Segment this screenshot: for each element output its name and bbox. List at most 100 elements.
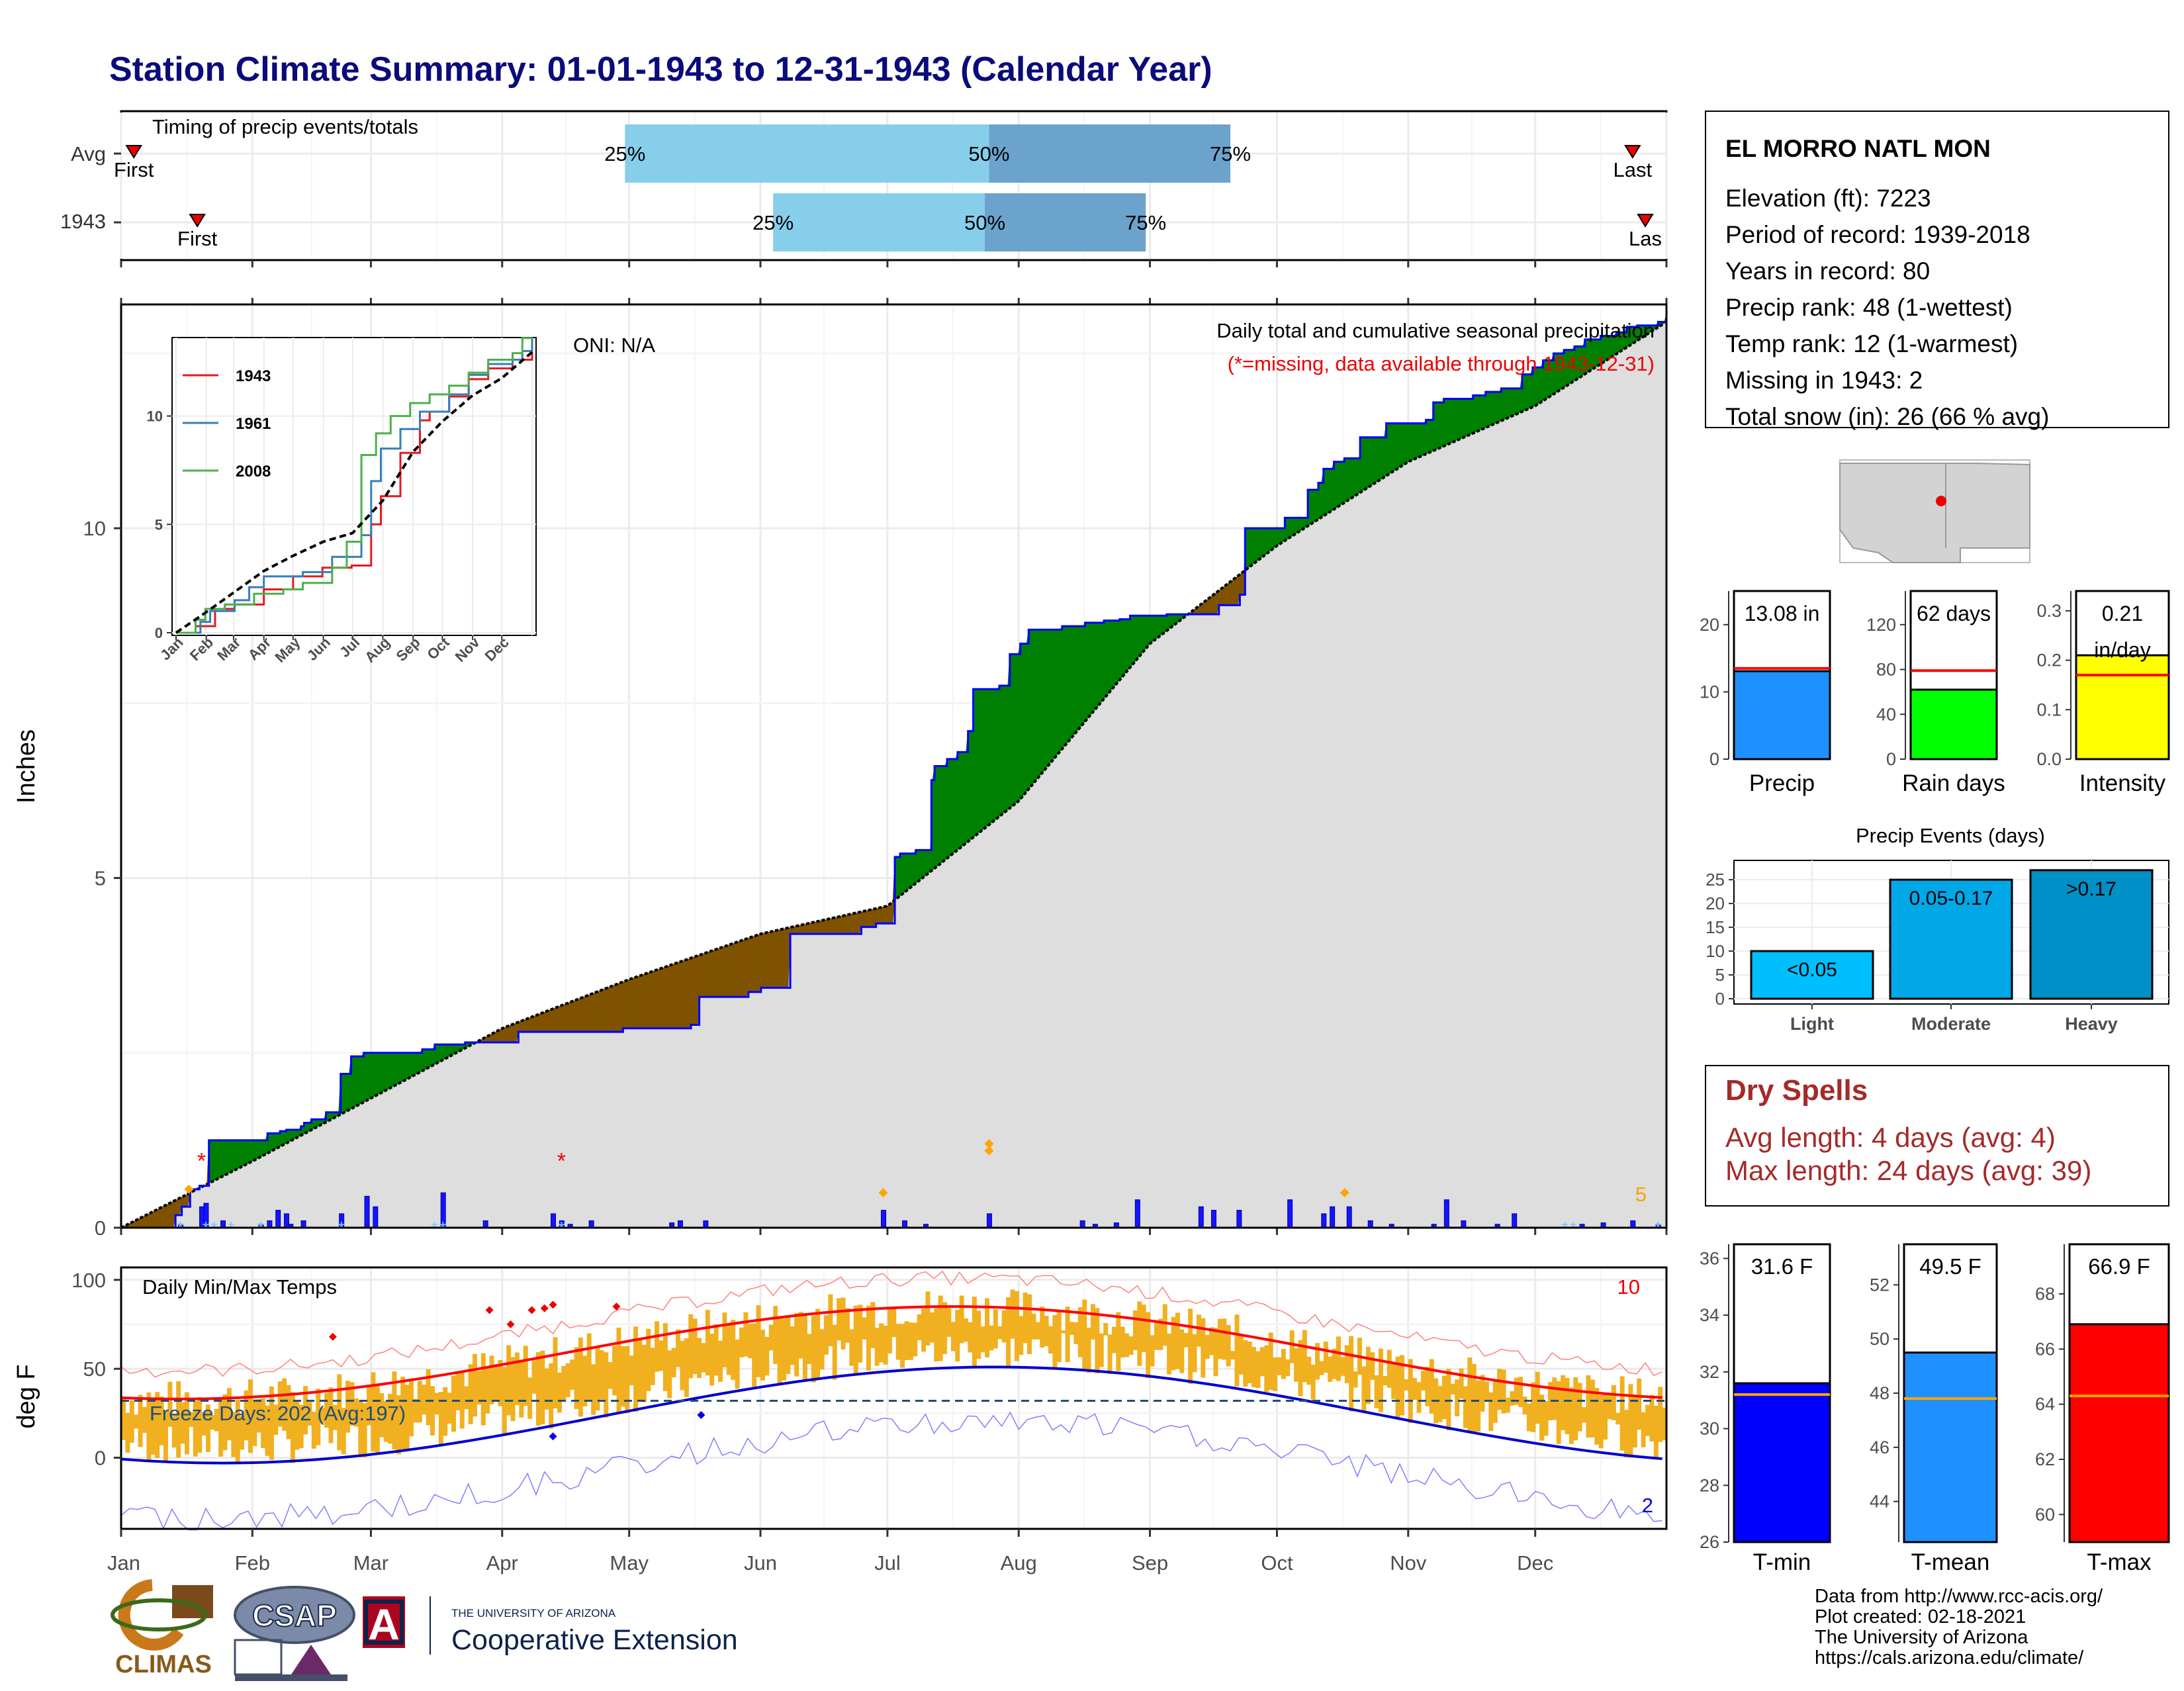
precip-below-avg-area xyxy=(750,936,753,993)
ua-big-text: Cooperative Extension xyxy=(451,1624,738,1656)
daily-temp-range-bar xyxy=(392,1371,397,1450)
daily-temp-range-bar xyxy=(705,1310,710,1376)
precip-above-avg-area xyxy=(1365,437,1368,490)
tgauge-ytick-label: 34 xyxy=(1700,1305,1719,1325)
month-axis-label: Oct xyxy=(1261,1551,1293,1575)
precip-above-avg-area xyxy=(1528,374,1531,410)
precip-above-avg-area xyxy=(1394,423,1397,471)
precip-below-avg-area xyxy=(528,1017,531,1032)
precip-above-avg-area xyxy=(976,688,979,836)
daily-temp-range-bar xyxy=(586,1333,592,1400)
month-axis-label: Jun xyxy=(744,1551,777,1575)
precip-above-avg-area xyxy=(1388,423,1391,475)
last-event-marker xyxy=(1637,214,1654,228)
precip-above-avg-area xyxy=(346,1074,349,1112)
daily-temp-range-bar xyxy=(1518,1377,1524,1407)
precip-below-avg-area xyxy=(1242,571,1245,595)
precip-below-avg-area xyxy=(637,975,640,1029)
daily-temp-range-bar xyxy=(1332,1348,1337,1379)
daily-temp-range-bar xyxy=(1077,1307,1083,1357)
precip-below-avg-area xyxy=(185,1193,189,1207)
daily-temp-range-bar xyxy=(1310,1364,1316,1400)
event-bar-label: >0.17 xyxy=(2066,878,2116,900)
daily-temp-range-bar xyxy=(388,1394,393,1444)
precip-above-avg-area xyxy=(1001,685,1004,815)
daily-temp-range-bar xyxy=(989,1325,994,1351)
precip-above-avg-area xyxy=(924,850,927,878)
precip-below-avg-area xyxy=(700,954,703,997)
daily-temp-range-bar xyxy=(595,1348,600,1411)
daily-temp-range-bar xyxy=(1082,1299,1087,1369)
precip-below-avg-area xyxy=(514,1023,517,1043)
precip-above-avg-area xyxy=(1484,391,1487,429)
precip-above-avg-area xyxy=(951,758,954,856)
precip-above-avg-area xyxy=(367,1052,371,1101)
tgauge-ytick-label: 50 xyxy=(1870,1329,1889,1349)
logos: CLIMAS CSAP A THE UNIVERSITY OF ARIZONA … xyxy=(111,1579,738,1681)
daily-temp-range-bar xyxy=(764,1336,770,1376)
precip-below-avg-area xyxy=(647,972,651,1029)
daily-precip-bar xyxy=(551,1213,557,1228)
precip-below-avg-area xyxy=(510,1024,513,1043)
daily-temp-range-bar xyxy=(1146,1312,1151,1379)
inset-ytick-label: 10 xyxy=(147,408,163,425)
precip-below-avg-area xyxy=(861,911,864,927)
precip-above-avg-area xyxy=(934,766,937,869)
precip-above-avg-area xyxy=(1526,374,1529,410)
precip-below-avg-area xyxy=(582,995,586,1032)
daily-temp-range-bar xyxy=(1040,1306,1045,1348)
precip-above-avg-area xyxy=(1396,423,1399,470)
precip-above-avg-area xyxy=(1095,622,1098,709)
precip-above-avg-area xyxy=(1064,625,1067,747)
precip-above-avg-area xyxy=(1262,527,1265,557)
precip-below-avg-area xyxy=(524,1019,527,1032)
daily-temp-range-bar xyxy=(798,1312,803,1359)
precip-below-avg-area xyxy=(815,921,818,935)
daily-temp-range-bar xyxy=(713,1324,719,1376)
precip-below-avg-area xyxy=(530,1016,533,1032)
daily-temp-range-bar xyxy=(908,1322,913,1360)
precip-above-avg-area xyxy=(1433,402,1437,451)
precip-above-avg-area xyxy=(242,1140,245,1167)
daily-temp-range-bar xyxy=(768,1324,774,1351)
heavy-event-diamond xyxy=(984,1139,994,1149)
precip-below-avg-area xyxy=(764,932,768,988)
precip-below-avg-area xyxy=(819,920,822,935)
daily-temp-range-bar xyxy=(527,1377,533,1419)
daily-temp-range-bar xyxy=(205,1404,210,1453)
precip-below-avg-area xyxy=(704,952,707,997)
tgauge-name-label: T-mean xyxy=(1911,1549,1990,1575)
precip-above-avg-area xyxy=(1030,629,1033,788)
precip-above-avg-area xyxy=(257,1140,259,1160)
precip-above-avg-area xyxy=(390,1052,394,1088)
precip-above-avg-area xyxy=(344,1074,347,1113)
inset-legend-label: 2008 xyxy=(236,463,271,480)
daily-temp-range-bar xyxy=(591,1364,596,1415)
precip-below-avg-area xyxy=(829,917,833,935)
precip-above-avg-area xyxy=(1124,619,1128,674)
daily-precip-bar xyxy=(881,1210,887,1228)
precip-above-avg-area xyxy=(1148,615,1150,647)
daily-temp-range-bar xyxy=(985,1298,990,1357)
event-category-label: Heavy xyxy=(2065,1014,2118,1034)
oni-label: ONI: N/A xyxy=(573,334,655,357)
precip-above-avg-area xyxy=(1137,615,1140,660)
precip-above-avg-area xyxy=(1406,423,1410,463)
precip-below-avg-area xyxy=(148,1212,151,1228)
precip-above-avg-area xyxy=(995,688,998,821)
temp-panel: Daily Min/Max Temps Freeze Days: 202 (Av… xyxy=(13,1266,1668,1575)
precip-below-avg-area xyxy=(846,914,849,935)
precip-below-avg-area xyxy=(834,917,837,935)
tgauge-ytick-label: 64 xyxy=(2035,1394,2055,1414)
daily-temp-range-bar xyxy=(1086,1327,1091,1373)
precip-above-avg-area xyxy=(1141,615,1144,655)
precip-above-avg-area xyxy=(217,1140,220,1179)
daily-temp-range-bar xyxy=(1205,1335,1210,1359)
daily-precip-bar xyxy=(1330,1206,1336,1228)
precip-above-avg-area xyxy=(1357,458,1359,495)
precip-below-avg-area xyxy=(1212,593,1215,615)
daily-temp-range-bar xyxy=(1340,1357,1345,1376)
precip-below-avg-area xyxy=(854,912,858,935)
precip-above-avg-area xyxy=(1449,398,1451,445)
precip-above-avg-area xyxy=(365,1052,369,1102)
